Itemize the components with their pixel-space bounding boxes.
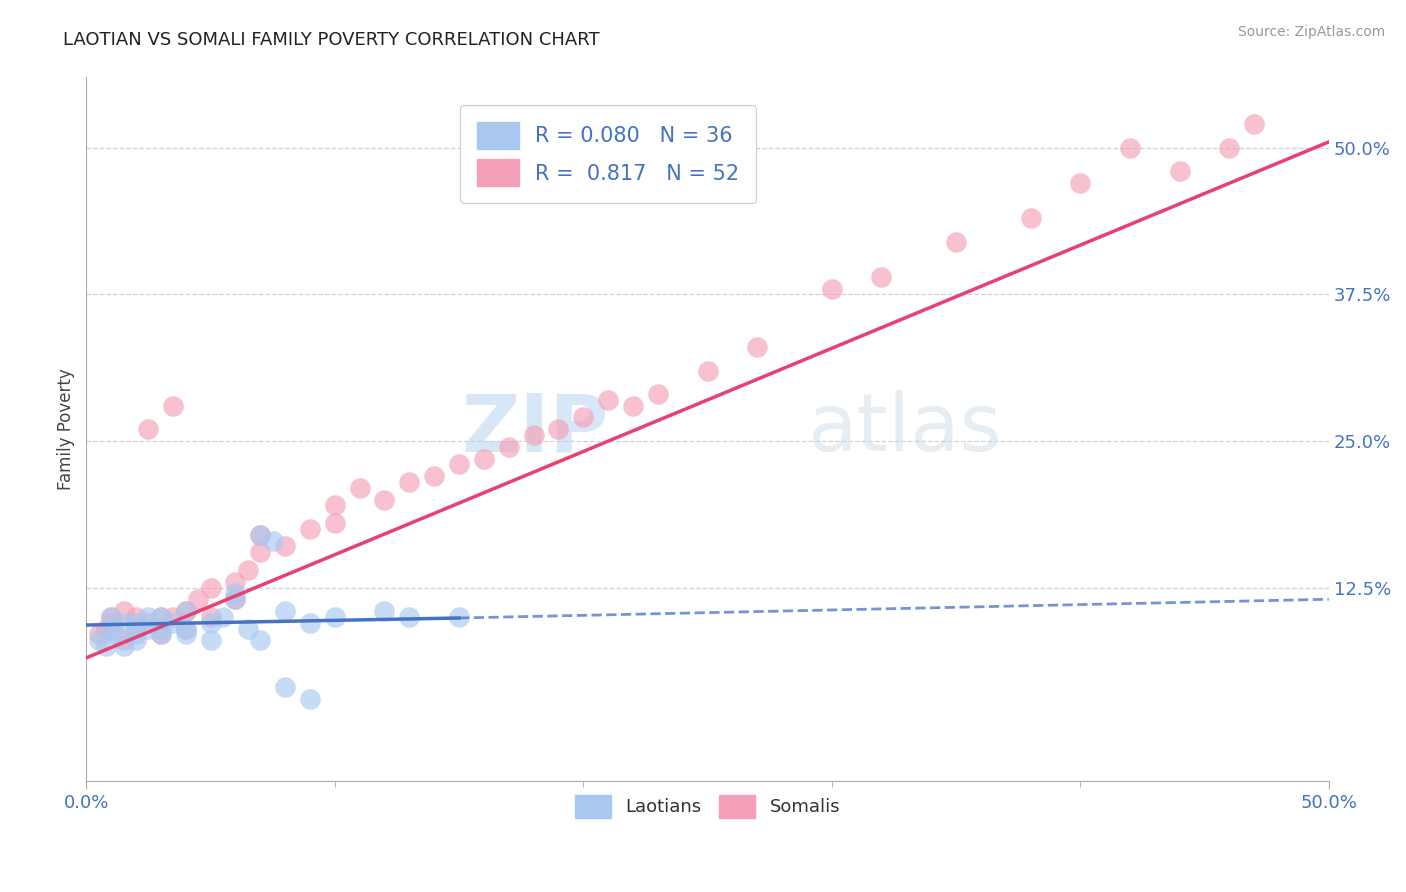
Point <box>162 399 184 413</box>
Point <box>200 633 222 648</box>
Point <box>472 451 495 466</box>
Point <box>236 563 259 577</box>
Point <box>262 533 284 548</box>
Point <box>373 604 395 618</box>
Point <box>224 592 246 607</box>
Point <box>138 610 160 624</box>
Point <box>174 627 197 641</box>
Point <box>1019 211 1042 226</box>
Point <box>100 622 122 636</box>
Text: LAOTIAN VS SOMALI FAMILY POVERTY CORRELATION CHART: LAOTIAN VS SOMALI FAMILY POVERTY CORRELA… <box>63 31 600 49</box>
Point <box>125 633 148 648</box>
Point <box>200 581 222 595</box>
Point <box>249 633 271 648</box>
Point <box>212 610 235 624</box>
Point <box>1218 141 1240 155</box>
Point <box>423 469 446 483</box>
Y-axis label: Family Poverty: Family Poverty <box>58 368 75 490</box>
Point <box>236 622 259 636</box>
Point <box>598 392 620 407</box>
Point <box>87 627 110 641</box>
Point <box>274 680 297 694</box>
Point <box>174 622 197 636</box>
Point <box>821 281 844 295</box>
Point <box>200 610 222 624</box>
Point <box>323 610 346 624</box>
Point <box>1069 176 1091 190</box>
Point <box>174 604 197 618</box>
Point <box>323 516 346 530</box>
Point <box>249 545 271 559</box>
Point <box>224 592 246 607</box>
Point <box>274 604 297 618</box>
Point <box>298 615 321 630</box>
Point <box>162 615 184 630</box>
Point <box>398 475 420 489</box>
Point <box>498 440 520 454</box>
Point <box>298 522 321 536</box>
Point <box>100 610 122 624</box>
Point <box>149 622 172 636</box>
Text: ZIP: ZIP <box>461 390 609 468</box>
Point <box>200 615 222 630</box>
Point <box>112 633 135 648</box>
Text: atlas: atlas <box>807 390 1001 468</box>
Point <box>125 615 148 630</box>
Text: Source: ZipAtlas.com: Source: ZipAtlas.com <box>1237 25 1385 39</box>
Point <box>1168 164 1191 178</box>
Point <box>149 610 172 624</box>
Point <box>373 492 395 507</box>
Point <box>149 610 172 624</box>
Point <box>149 627 172 641</box>
Point <box>224 586 246 600</box>
Point <box>174 604 197 618</box>
Point <box>138 615 160 630</box>
Point <box>547 422 569 436</box>
Point <box>112 615 135 630</box>
Point <box>523 428 546 442</box>
Point <box>112 639 135 653</box>
Point <box>249 527 271 541</box>
Legend: Laotians, Somalis: Laotians, Somalis <box>568 789 848 825</box>
Point <box>105 627 128 641</box>
Point <box>125 627 148 641</box>
Point <box>96 639 118 653</box>
Point <box>138 622 160 636</box>
Point <box>125 622 148 636</box>
Point <box>149 627 172 641</box>
Point <box>249 527 271 541</box>
Point <box>87 633 110 648</box>
Point <box>349 481 371 495</box>
Point <box>1243 117 1265 131</box>
Point <box>100 610 122 624</box>
Point <box>125 610 148 624</box>
Point <box>572 410 595 425</box>
Point <box>138 422 160 436</box>
Point <box>187 592 209 607</box>
Point <box>112 604 135 618</box>
Point <box>747 340 769 354</box>
Point <box>162 610 184 624</box>
Point <box>447 610 470 624</box>
Point <box>447 458 470 472</box>
Point <box>1119 141 1142 155</box>
Point <box>945 235 967 249</box>
Point <box>100 615 122 630</box>
Point <box>870 269 893 284</box>
Point <box>398 610 420 624</box>
Point <box>621 399 644 413</box>
Point <box>274 540 297 554</box>
Point <box>696 363 718 377</box>
Point <box>298 692 321 706</box>
Point <box>224 574 246 589</box>
Point <box>647 387 669 401</box>
Point <box>323 499 346 513</box>
Point <box>96 622 118 636</box>
Point <box>174 622 197 636</box>
